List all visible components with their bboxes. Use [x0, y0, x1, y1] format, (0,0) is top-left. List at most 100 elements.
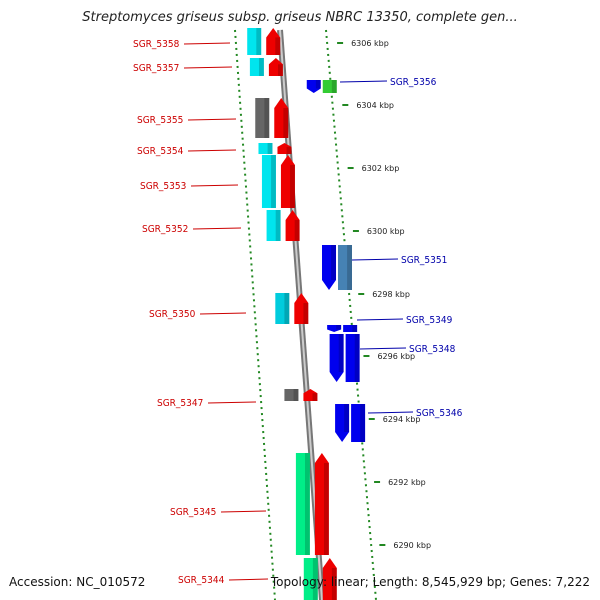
feature-box-shade — [284, 293, 290, 324]
gene-arrow — [266, 28, 281, 55]
gene-leader-line — [187, 149, 237, 152]
gene-label: SGR_5357 — [133, 63, 179, 74]
feature-box — [284, 389, 299, 401]
gene-arrow — [280, 155, 295, 208]
gene-leader-line — [339, 80, 388, 83]
feature-box — [345, 334, 360, 382]
gene-label: SGR_5345 — [170, 507, 216, 518]
gene-arrow-shade — [312, 393, 318, 401]
feature-box — [275, 293, 290, 324]
gene-arrow — [303, 389, 318, 401]
gene-leader-line — [190, 184, 239, 187]
gene-arrow-shade — [344, 404, 350, 432]
feature-box-shade — [267, 143, 273, 154]
gene-label: SGR_5344 — [178, 575, 225, 586]
gene-label: SGR_5346 — [416, 408, 463, 419]
feature-box — [338, 245, 352, 290]
feature-box — [266, 210, 281, 241]
scale-tick-label: 6292 kbp — [388, 478, 426, 487]
gene-label: SGR_5348 — [409, 344, 456, 355]
feature-box — [247, 28, 262, 55]
gene-arrow — [314, 453, 329, 555]
gene-label: SGR_5351 — [401, 255, 447, 266]
scale-tick-label: 6304 kbp — [356, 101, 394, 110]
gene-leader-line — [351, 258, 399, 261]
gene-leader-line — [220, 510, 267, 513]
gene-arrow-shade — [277, 64, 283, 76]
feature-box-shade — [293, 389, 299, 401]
gene-arrow-shade — [290, 165, 295, 208]
gene-arrow — [329, 334, 344, 382]
gene-arrow-shade — [315, 80, 321, 89]
gene-arrow — [268, 58, 283, 76]
scale-tick-label: 6290 kbp — [393, 541, 431, 550]
feature-box — [303, 558, 318, 600]
gene-arrow — [306, 80, 321, 93]
gene-arrow — [285, 210, 300, 241]
gene-arrow — [294, 293, 309, 324]
feature-box-shade — [258, 58, 264, 76]
gene-label: SGR_5356 — [390, 77, 437, 88]
gene-leader-line — [199, 312, 247, 315]
gene-label: SGR_5355 — [137, 115, 183, 126]
gene-arrow — [327, 325, 342, 332]
gene-arrow-shade — [323, 463, 329, 555]
feature-box-shade — [312, 558, 318, 600]
feature-box — [255, 98, 270, 138]
gene-arrow — [335, 404, 350, 442]
feature-box — [322, 80, 337, 93]
feature-box-shade — [352, 325, 358, 332]
gene-arrow-shade — [331, 568, 337, 600]
scale-tick-label: 6306 kbp — [351, 39, 389, 48]
scale-tick-label: 6296 kbp — [377, 352, 415, 361]
feature-box-shade — [360, 404, 366, 442]
gene-leader-line — [207, 401, 257, 404]
gene-leader-line — [192, 227, 242, 230]
gene-leader-line — [183, 42, 231, 45]
gene-label: SGR_5352 — [142, 224, 188, 235]
scale-tick-label: 6302 kbp — [362, 164, 400, 173]
gene-arrow-shade — [294, 220, 300, 241]
feature-box — [295, 453, 310, 555]
feature-box-shade — [256, 28, 262, 55]
gene-arrow — [274, 98, 289, 138]
feature-box — [249, 58, 264, 76]
feature-box — [261, 155, 276, 208]
gene-leader-line — [367, 411, 414, 414]
gene-arrow — [277, 143, 292, 154]
gene-leader-line — [359, 347, 407, 350]
feature-box-shade — [271, 155, 276, 208]
gene-label: SGR_5354 — [137, 146, 184, 157]
feature-box-shade — [264, 98, 270, 138]
gene-arrow-shade — [336, 325, 342, 330]
gene-leader-line — [183, 66, 233, 69]
feature-box — [351, 404, 366, 442]
gene-arrow-shade — [303, 303, 309, 324]
feature-box — [258, 143, 273, 154]
feature-box-shade — [331, 80, 337, 93]
gene-arrow — [322, 558, 337, 600]
scale-tick-label: 6298 kbp — [372, 290, 410, 299]
gene-arrow-shade — [283, 108, 289, 138]
gene-leader-line — [228, 578, 269, 581]
gene-label: SGR_5358 — [133, 39, 180, 50]
gene-leader-line — [356, 318, 404, 321]
scale-tick-label: 6294 kbp — [383, 415, 421, 424]
gene-arrow-shade — [338, 334, 344, 372]
gene-label: SGR_5349 — [406, 315, 453, 326]
genome-summary: Topology: linear; Length: 8,545,929 bp; … — [270, 575, 590, 589]
gene-arrow-shade — [286, 146, 292, 154]
scale-tick-label: 6300 kbp — [367, 227, 405, 236]
gene-label: SGR_5350 — [149, 309, 196, 320]
gene-arrow-shade — [275, 37, 281, 55]
map-title: Streptomyces griseus subsp. griseus NBRC… — [82, 10, 518, 25]
gene-label: SGR_5347 — [157, 398, 203, 409]
feature-box-shade — [304, 453, 310, 555]
gene-arrow-shade — [331, 245, 336, 280]
feature-box-shade — [347, 245, 352, 290]
track-border-right — [325, 29, 377, 600]
gene-arrow — [322, 245, 336, 290]
feature-box-shade — [275, 210, 281, 241]
feature-box-shade — [354, 334, 360, 382]
